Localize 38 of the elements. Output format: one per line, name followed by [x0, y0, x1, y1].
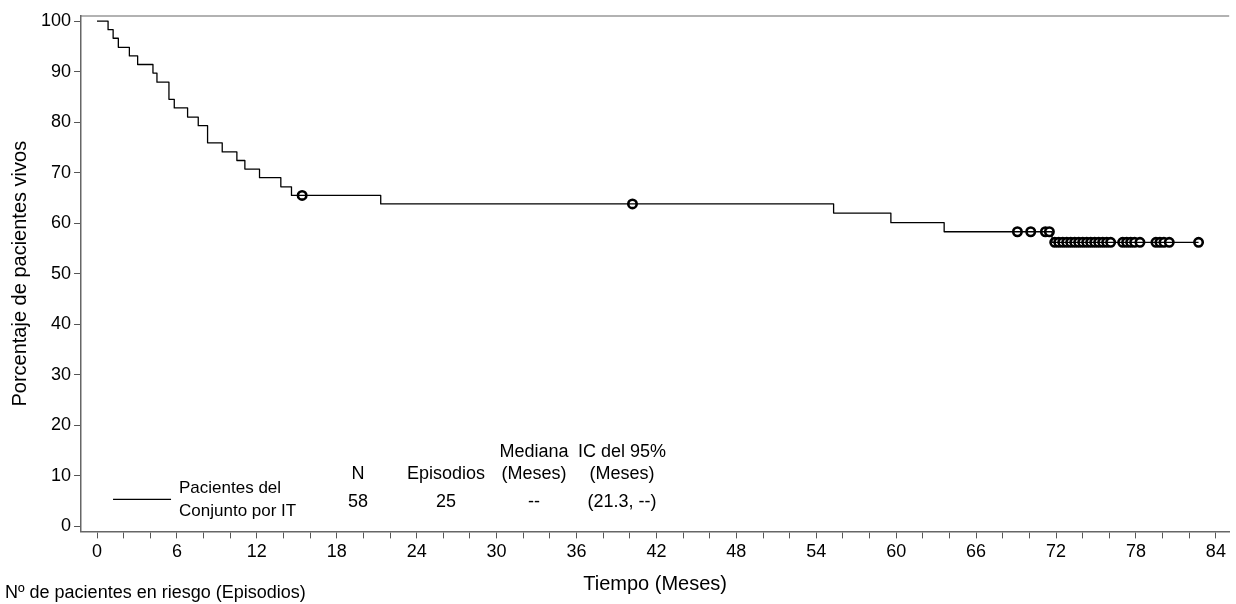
x-tick-label: 66: [966, 541, 987, 562]
x-axis-title: Tiempo (Meses): [583, 571, 727, 594]
x-tick-label: 72: [1046, 541, 1067, 562]
x-tick-label: 6: [171, 541, 182, 562]
y-tick-label: 10: [51, 464, 72, 485]
y-tick-label: 90: [51, 60, 72, 81]
x-tick-label: 42: [646, 541, 667, 562]
annotation: 25: [436, 491, 457, 512]
annotation: N: [351, 463, 365, 484]
x-tick-label: 18: [326, 541, 347, 562]
text: Nº de pacientes en riesgo (Episodios): [5, 581, 306, 602]
x-tick-label: 30: [486, 541, 507, 562]
y-tick-label: 20: [51, 414, 72, 435]
y-tick-label: 50: [51, 262, 72, 283]
y-axis-title: Porcentaje de pacientes vivos: [7, 140, 30, 407]
annotation: 58: [348, 491, 369, 512]
x-tick-label: 54: [806, 541, 827, 562]
annotation: IC del 95% (Meses): [578, 441, 667, 484]
x-tick-label: 36: [566, 541, 587, 562]
legend-label: Pacientes del Conjunto por IT: [179, 477, 297, 520]
x-tick-label: 78: [1125, 541, 1146, 562]
annotation: --: [528, 491, 541, 512]
y-tick-label: 80: [51, 111, 72, 132]
x-tick-label: 24: [406, 541, 427, 562]
y-tick-label: 70: [51, 161, 72, 182]
x-tick-label: 48: [726, 541, 747, 562]
annotation: Mediana (Meses): [499, 441, 570, 484]
x-tick-label: 60: [886, 541, 907, 562]
annotation: (21.3, --): [587, 491, 657, 512]
y-tick-label: 100: [40, 10, 72, 31]
y-tick-label: 60: [51, 212, 72, 233]
x-tick-label: 0: [92, 541, 103, 562]
annotation: Episodios: [407, 463, 486, 484]
y-tick-label: 30: [51, 363, 72, 384]
y-tick-label: 40: [51, 313, 72, 334]
x-tick-label: 84: [1205, 541, 1226, 562]
y-tick-label: 0: [61, 515, 72, 536]
x-tick-label: 12: [246, 541, 267, 562]
